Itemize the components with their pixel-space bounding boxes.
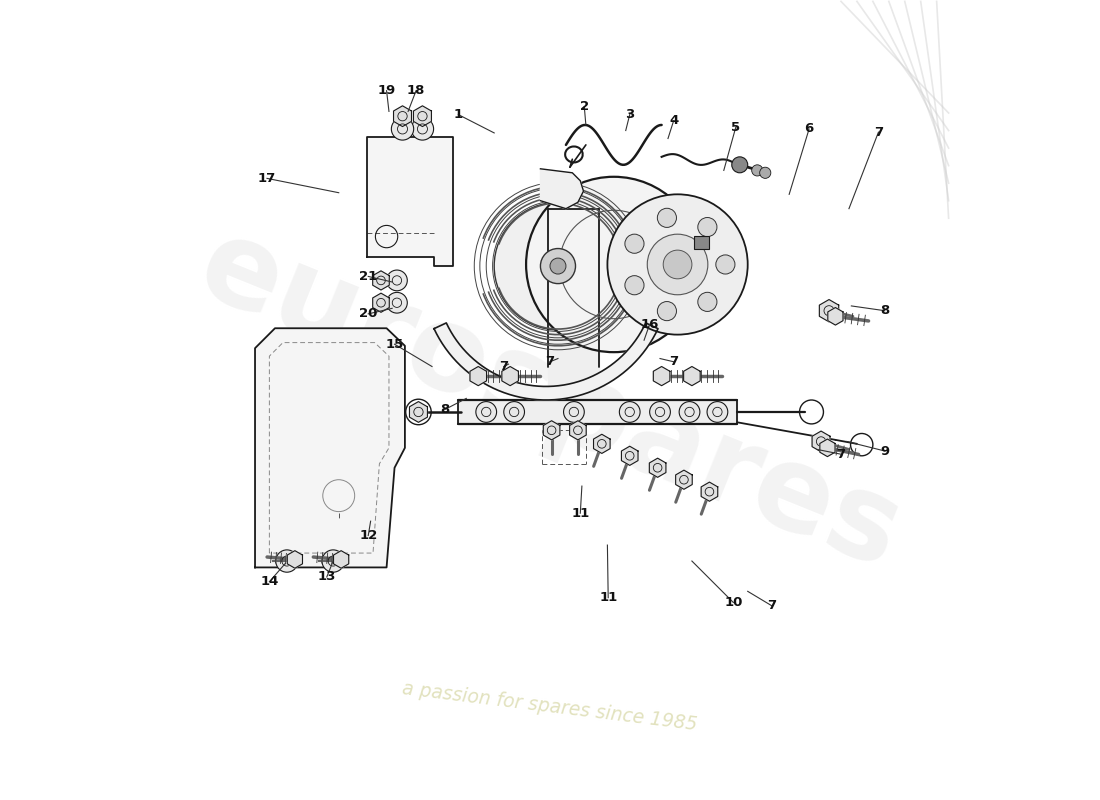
- Polygon shape: [820, 299, 838, 322]
- Circle shape: [732, 157, 748, 173]
- Text: 18: 18: [407, 84, 426, 97]
- Text: 16: 16: [640, 318, 659, 330]
- Polygon shape: [502, 366, 518, 386]
- Polygon shape: [543, 421, 560, 440]
- Polygon shape: [255, 328, 405, 567]
- Polygon shape: [812, 431, 830, 452]
- Text: 3: 3: [625, 108, 635, 121]
- Circle shape: [550, 258, 565, 274]
- Circle shape: [540, 249, 575, 284]
- Circle shape: [707, 402, 728, 422]
- Text: 8: 8: [440, 403, 450, 416]
- Circle shape: [751, 165, 763, 176]
- Circle shape: [563, 402, 584, 422]
- Text: 20: 20: [359, 307, 377, 321]
- Circle shape: [276, 550, 298, 572]
- Polygon shape: [653, 366, 670, 386]
- Polygon shape: [649, 458, 666, 478]
- Text: 9: 9: [880, 445, 890, 458]
- Text: 11: 11: [600, 591, 617, 604]
- Circle shape: [526, 177, 702, 352]
- Circle shape: [322, 550, 344, 572]
- Text: a passion for spares since 1985: a passion for spares since 1985: [402, 679, 698, 734]
- Circle shape: [697, 218, 717, 237]
- Polygon shape: [828, 307, 843, 325]
- Circle shape: [411, 118, 433, 140]
- Polygon shape: [683, 366, 701, 386]
- Circle shape: [476, 402, 496, 422]
- Polygon shape: [675, 470, 692, 490]
- Text: 13: 13: [318, 570, 336, 583]
- Text: 10: 10: [724, 596, 743, 609]
- Polygon shape: [287, 550, 303, 568]
- Circle shape: [650, 402, 670, 422]
- Polygon shape: [414, 106, 431, 126]
- Circle shape: [697, 292, 717, 311]
- Text: 7: 7: [873, 126, 883, 138]
- Text: 11: 11: [571, 506, 590, 520]
- Circle shape: [625, 276, 644, 294]
- Text: 6: 6: [804, 122, 814, 135]
- Polygon shape: [394, 106, 411, 126]
- Polygon shape: [366, 137, 453, 266]
- Circle shape: [607, 194, 748, 334]
- Text: eurospares: eurospares: [183, 207, 917, 593]
- Text: 19: 19: [377, 84, 396, 97]
- Polygon shape: [459, 400, 737, 424]
- Circle shape: [392, 118, 414, 140]
- Polygon shape: [333, 550, 349, 568]
- Polygon shape: [549, 209, 600, 400]
- Circle shape: [658, 208, 676, 227]
- Text: 12: 12: [359, 529, 377, 542]
- Text: 7: 7: [836, 448, 846, 461]
- Text: 7: 7: [499, 360, 508, 373]
- Circle shape: [679, 402, 700, 422]
- Circle shape: [504, 402, 525, 422]
- Text: 17: 17: [257, 172, 276, 185]
- Text: 7: 7: [767, 599, 777, 612]
- Circle shape: [663, 250, 692, 279]
- Circle shape: [647, 234, 708, 294]
- Circle shape: [716, 255, 735, 274]
- Circle shape: [625, 234, 644, 254]
- Circle shape: [386, 270, 407, 290]
- FancyBboxPatch shape: [693, 236, 710, 249]
- Polygon shape: [594, 434, 610, 454]
- Text: 14: 14: [261, 575, 278, 588]
- Polygon shape: [540, 169, 583, 209]
- Text: 5: 5: [732, 121, 740, 134]
- Polygon shape: [820, 439, 835, 457]
- Polygon shape: [373, 271, 389, 290]
- Text: 7: 7: [669, 355, 678, 368]
- Text: 8: 8: [880, 304, 890, 318]
- Polygon shape: [570, 421, 586, 440]
- Circle shape: [619, 402, 640, 422]
- Circle shape: [386, 292, 407, 313]
- Text: 15: 15: [385, 338, 404, 350]
- Text: 21: 21: [359, 270, 377, 283]
- Text: 1: 1: [454, 108, 463, 121]
- Polygon shape: [434, 323, 658, 400]
- Circle shape: [494, 202, 622, 330]
- Circle shape: [760, 167, 771, 178]
- Text: 4: 4: [669, 114, 679, 127]
- Text: 2: 2: [580, 100, 588, 113]
- Polygon shape: [373, 293, 389, 312]
- Polygon shape: [701, 482, 717, 502]
- Circle shape: [658, 302, 676, 321]
- Text: 7: 7: [546, 355, 554, 368]
- Polygon shape: [470, 366, 486, 386]
- Polygon shape: [409, 402, 428, 422]
- Polygon shape: [621, 446, 638, 466]
